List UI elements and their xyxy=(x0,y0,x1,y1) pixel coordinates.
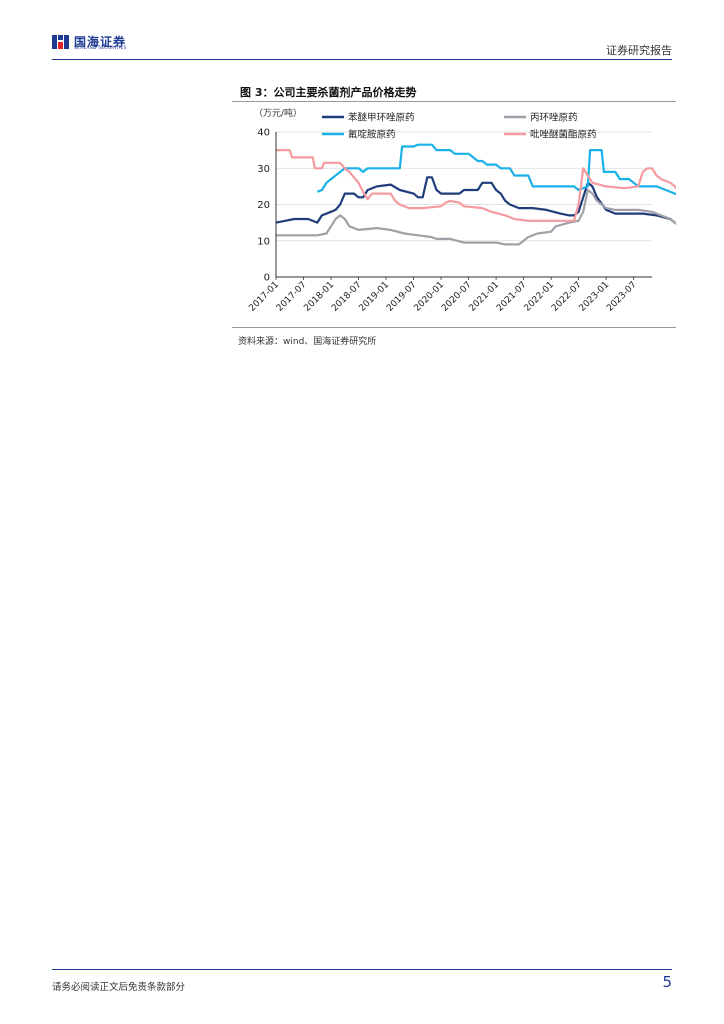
disclaimer-notice: 请务必阅读正文后免责条款部分 xyxy=(52,982,186,993)
y-axis-unit-label: （万元/吨） xyxy=(254,107,302,119)
logo-chinese-text: 国海证券 xyxy=(74,35,127,49)
header-divider xyxy=(52,59,672,60)
y-tick-label: 30 xyxy=(257,164,270,175)
page-number: 5 xyxy=(662,973,672,991)
sealand-logo-icon xyxy=(52,35,69,49)
y-tick-label: 0 xyxy=(264,273,270,284)
series-line xyxy=(275,176,676,225)
y-tick-label: 10 xyxy=(257,236,270,247)
brand-logo: 国海证券 SEALAND SECURITIES xyxy=(52,33,132,53)
logo-english-text: SEALAND SECURITIES xyxy=(74,46,127,51)
figure-title: 图 3：公司主要杀菌剂产品价格走势 xyxy=(240,86,417,99)
legend-label: 氟啶胺原药 xyxy=(348,129,396,141)
legend-label: 吡唑醚菌酯原药 xyxy=(530,129,597,141)
x-tick-label: 2023-07 xyxy=(605,280,639,314)
legend-label: 苯醚甲环唑原药 xyxy=(348,112,415,124)
legend-label: 丙环唑原药 xyxy=(530,112,578,124)
series-line xyxy=(316,143,676,196)
series-line xyxy=(276,149,676,222)
series-line xyxy=(276,188,676,246)
figure-bottom-rule xyxy=(232,327,676,328)
y-tick-label: 40 xyxy=(257,128,270,139)
footer-divider xyxy=(52,969,672,970)
report-type-label: 证券研究报告 xyxy=(606,44,672,57)
figure-source: 资料来源：wind、国海证券研究所 xyxy=(238,337,377,347)
figure-title-rule xyxy=(232,101,676,102)
y-tick-label: 20 xyxy=(257,200,270,211)
